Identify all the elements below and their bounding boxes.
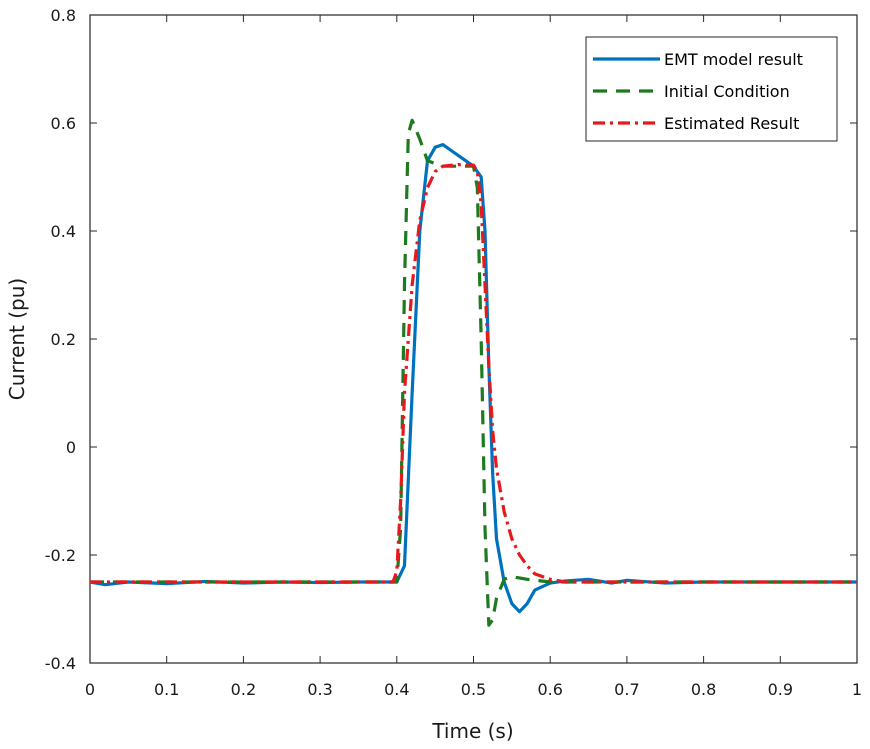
legend: EMT model result Initial Condition Estimat… [585,36,838,142]
x-tick-label: 0.1 [154,680,179,699]
y-axis-label: Current (pu) [5,278,29,400]
x-tick-labels: 0 0.1 0.2 0.3 0.4 0.5 0.6 0.7 0.8 0.9 1 [85,680,862,699]
x-tick-label: 0 [85,680,95,699]
x-tick-label: 0.8 [691,680,716,699]
x-tick-label: 0.6 [537,680,562,699]
x-tick-label: 0.9 [768,680,793,699]
y-tick-label: -0.2 [45,546,76,565]
y-tick-label: 0.4 [51,222,76,241]
y-tick-labels: -0.4 -0.2 0 0.2 0.4 0.6 0.8 [45,6,76,673]
x-tick-label: 0.5 [461,680,486,699]
x-tick-label: 0.4 [384,680,409,699]
y-tick-label: 0 [66,438,76,457]
y-tick-label: 0.6 [51,114,76,133]
y-tick-label: 0.8 [51,6,76,25]
y-tick-label: 0.2 [51,330,76,349]
legend-label-2: Initial Condition [664,82,790,101]
x-tick-label: 0.2 [231,680,256,699]
legend-label-1: EMT model result [664,50,803,69]
x-tick-label: 0.7 [614,680,639,699]
series-line-3 [90,162,857,584]
legend-label-3: Estimated Result [664,114,799,133]
x-tick-label: 0.3 [307,680,332,699]
axis-ticks [89,14,858,664]
x-axis-label: Time (s) [431,719,513,743]
x-tick-label: 1 [852,680,862,699]
y-tick-label: -0.4 [45,654,76,673]
legend-entries: EMT model result Initial Condition Estimat… [593,50,803,133]
series-layer [89,118,857,627]
